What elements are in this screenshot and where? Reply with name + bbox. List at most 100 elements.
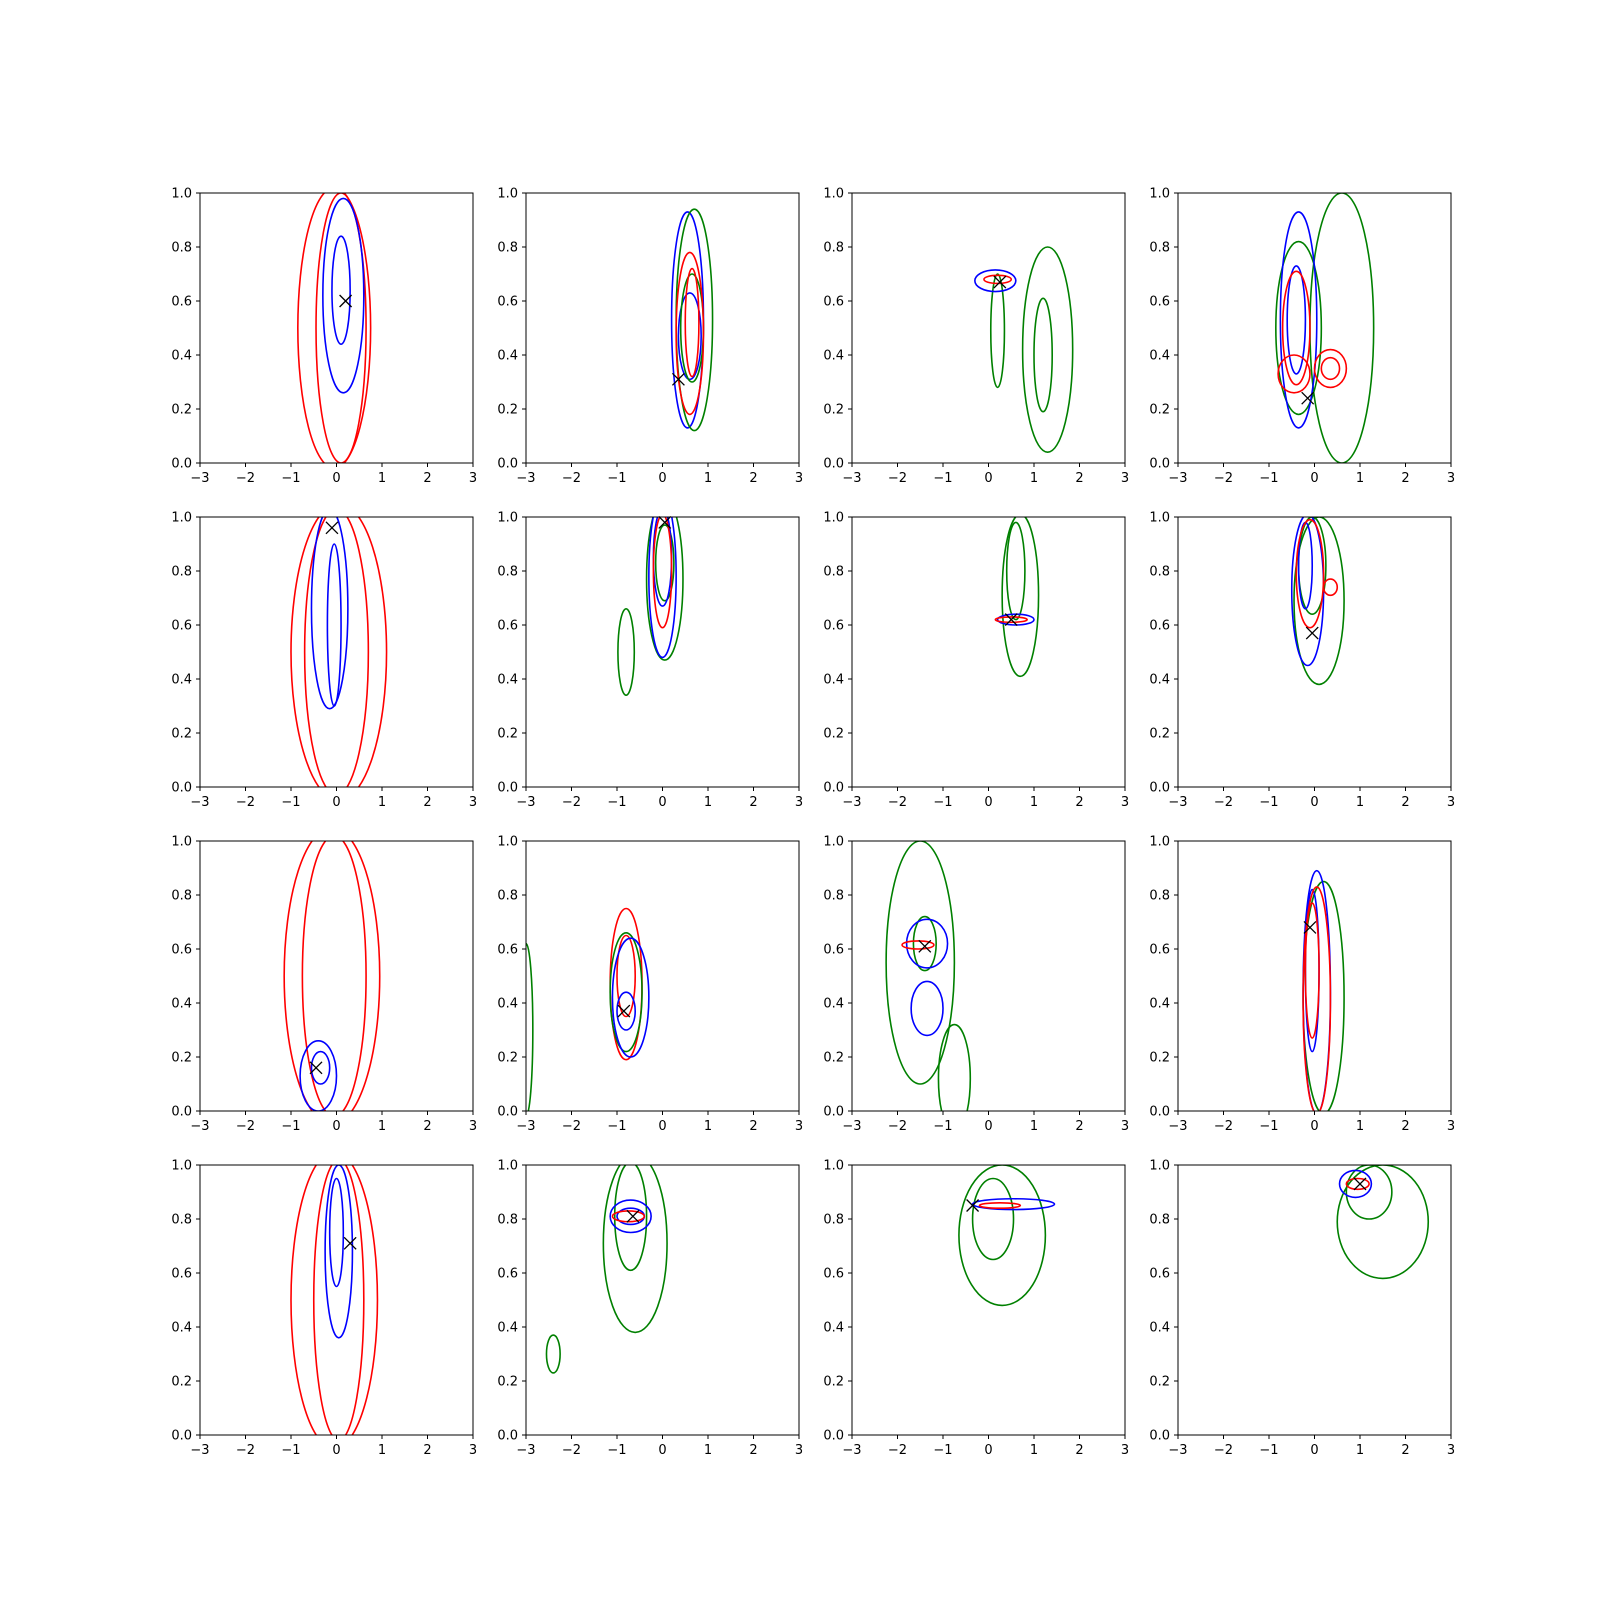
y-tick-label: 0.0 [171,781,192,796]
x-tick-label: 1 [704,795,712,810]
x-tick-label: −1 [1259,1443,1278,1458]
y-tick-label: 0.6 [823,295,844,310]
x-tick-label: −2 [1214,795,1233,810]
red-contour [301,841,367,1111]
blue-contour [324,1165,354,1339]
y-tick-label: 0.8 [1149,889,1170,904]
axes-frame [1177,516,1452,788]
x-tick-label: 2 [1401,471,1409,486]
red-contour [315,193,367,463]
x-tick-label: −3 [516,795,535,810]
y-tick-label: 0.0 [823,1105,844,1120]
y-tick-label: 0.0 [1149,1105,1170,1120]
red-contour [616,934,637,1018]
red-contour [290,1165,379,1435]
x-tick-label: 0 [332,1443,340,1458]
x-tick-label: −1 [933,1443,952,1458]
green-contour [989,273,1006,389]
x-tick-label: 0 [332,795,340,810]
axes-frame [1177,192,1452,464]
y-tick-label: 1.0 [497,511,518,526]
y-tick-label: 0.4 [171,1321,192,1336]
x-marker [1353,1177,1367,1191]
y-tick-label: 1.0 [171,511,192,526]
x-tick-label: 3 [469,795,477,810]
y-tick-label: 0.4 [823,673,844,688]
y-tick-label: 0.2 [823,1375,844,1390]
x-tick-label: −1 [933,471,952,486]
axes-frame [525,516,800,788]
y-tick-label: 0.6 [171,619,192,634]
y-tick-label: 0.8 [497,889,518,904]
subplot-1-2: −3 −2 −1 0 1 2 3 0.0 0.2 0.4 0.6 0.8 1.0 [497,187,803,487]
blue-contour [322,197,365,394]
blue-contour [905,918,949,969]
y-tick-label: 0.4 [497,1321,518,1336]
x-marker [343,1236,357,1250]
blue-contour [310,1050,331,1085]
subplot-1-4: −3 −2 −1 0 1 2 3 0.0 0.2 0.4 0.6 0.8 1.0 [1149,187,1455,487]
x-tick-label: 0 [984,471,992,486]
x-tick-label: −1 [281,795,300,810]
green-contour [645,517,684,661]
green-contour [1309,193,1375,463]
y-tick-label: 0.0 [823,1429,844,1444]
x-tick-label: 2 [749,1443,757,1458]
x-tick-label: 1 [1030,1443,1038,1458]
x-marker [658,515,672,529]
y-tick-label: 0.0 [823,781,844,796]
x-tick-label: 2 [749,1119,757,1134]
x-tick-label: 3 [795,795,803,810]
x-tick-label: 3 [1447,1119,1455,1134]
x-tick-label: 2 [1401,1443,1409,1458]
red-contour [297,193,372,463]
y-tick-label: 1.0 [171,187,192,202]
y-tick-label: 0.6 [497,1267,518,1282]
blue-contour [609,1199,652,1234]
x-tick-label: 3 [1447,471,1455,486]
green-contour [602,1165,668,1334]
red-contour [652,517,673,629]
x-tick-label: 1 [1030,1119,1038,1134]
x-tick-label: 1 [1030,471,1038,486]
x-tick-label: 0 [1310,471,1318,486]
contour-layer [974,246,1074,453]
y-tick-label: 0.4 [1149,349,1170,364]
y-tick-label: 0.2 [823,1051,844,1066]
x-tick-label: −1 [1259,471,1278,486]
x-tick-label: −2 [562,795,581,810]
contour-layer [617,517,684,696]
green-contour [1033,297,1054,413]
subplot-3-2: −3 −2 −1 0 1 2 3 0.0 0.2 0.4 0.6 0.8 1.0 [497,835,803,1135]
x-marker [325,521,339,535]
y-tick-label: 1.0 [823,835,844,850]
subplot-2-4: −3 −2 −1 0 1 2 3 0.0 0.2 0.4 0.6 0.8 1.0 [1149,511,1455,811]
y-tick-label: 0.2 [1149,403,1170,418]
x-tick-label: 0 [1310,1119,1318,1134]
y-tick-label: 0.6 [1149,1267,1170,1282]
contour-layer [1290,517,1345,686]
y-tick-label: 0.6 [823,1267,844,1282]
contour-layer [885,841,972,1111]
x-tick-label: −3 [842,471,861,486]
x-tick-label: 2 [1075,795,1083,810]
green-contour [617,607,636,696]
red-contour [675,251,705,416]
blue-contour [331,235,351,346]
x-tick-label: −2 [562,1119,581,1134]
x-tick-label: −2 [888,471,907,486]
y-tick-label: 1.0 [1149,1159,1170,1174]
y-tick-label: 0.2 [823,403,844,418]
x-tick-label: 3 [1447,1443,1455,1458]
blue-contour [1279,211,1318,429]
axes-frame [525,840,800,1112]
y-tick-label: 0.4 [1149,997,1170,1012]
y-tick-label: 0.8 [171,565,192,580]
x-tick-label: 2 [1401,795,1409,810]
y-tick-label: 0.4 [823,1321,844,1336]
green-contour [609,931,643,1053]
x-tick-label: 1 [1030,795,1038,810]
red-contour [312,1165,365,1435]
blue-contour [299,1040,338,1111]
contour-layer [1302,869,1345,1111]
